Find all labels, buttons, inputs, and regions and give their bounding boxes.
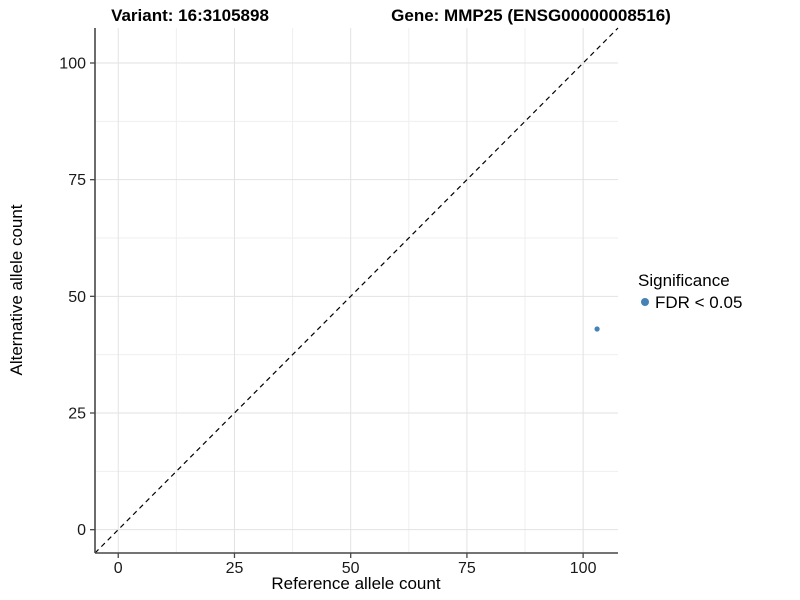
legend-item-label: FDR < 0.05 [655,293,742,312]
y-tick-label: 100 [59,56,86,73]
y-axis-title: Alternative allele count [7,204,26,375]
legend: Significance FDR < 0.05 [638,271,742,312]
x-tick-label: 75 [458,560,476,577]
plot-title-gene: Gene: MMP25 (ENSG00000008516) [391,6,671,25]
legend-key-dot [641,298,649,306]
x-tick-label: 100 [570,560,597,577]
legend-title: Significance [638,271,730,290]
x-tick-label: 25 [226,560,244,577]
plot-title-variant: Variant: 16:3105898 [111,6,269,25]
data-point [594,326,600,332]
chart-layer: 0 25 50 75 100 0 25 50 75 100 [59,27,619,577]
x-tick-label: 0 [114,560,123,577]
x-tick-label: 50 [342,560,360,577]
y-tick-label: 0 [77,522,86,539]
x-axis-title: Reference allele count [271,574,440,593]
y-tick-label: 25 [68,406,86,423]
identity-line [94,27,619,554]
y-tick-label: 50 [68,289,86,306]
y-tick-label: 75 [68,172,86,189]
